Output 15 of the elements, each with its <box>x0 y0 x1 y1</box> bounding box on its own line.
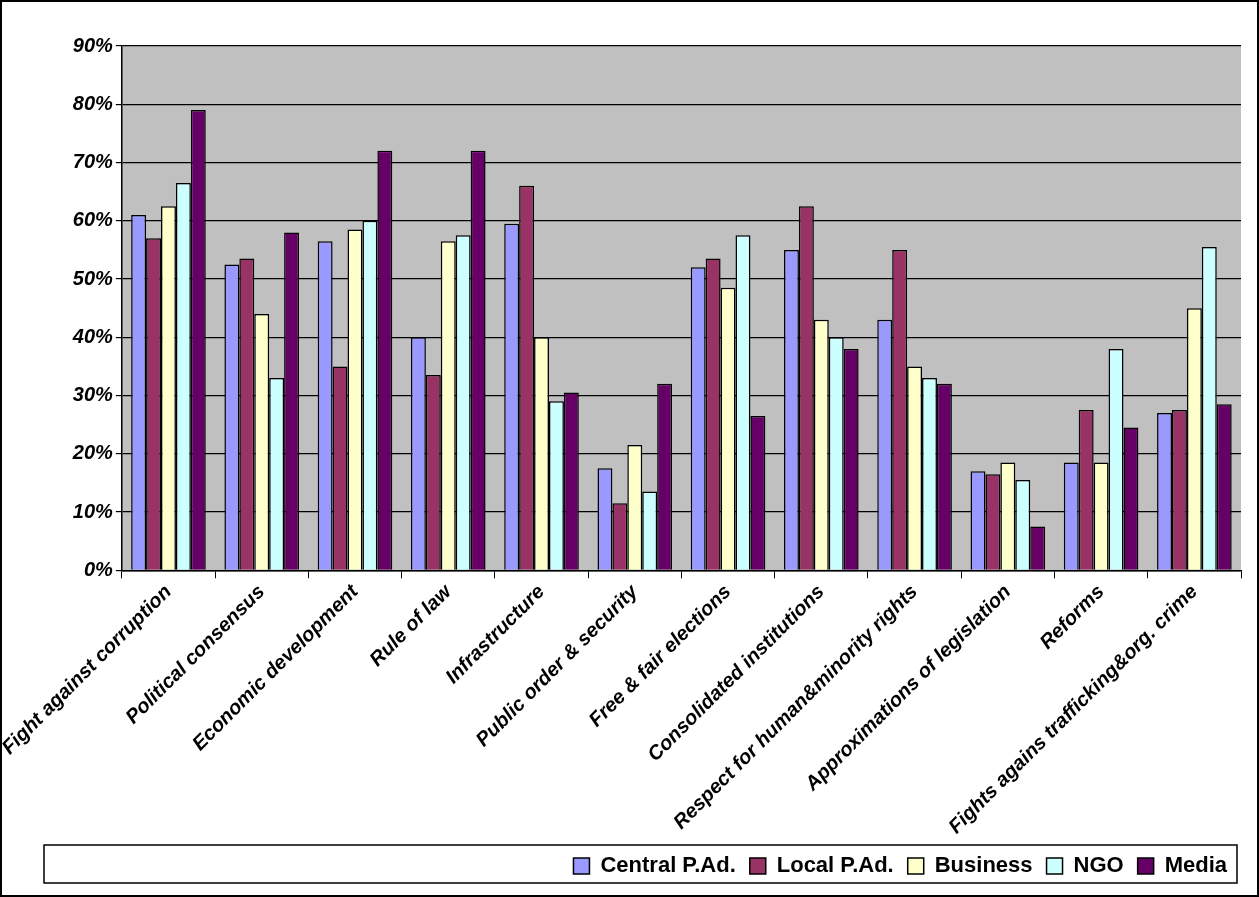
y-tick-label: 30% <box>72 383 114 406</box>
legend-label: NGO <box>1073 852 1124 878</box>
y-tick-label: 40% <box>71 324 114 347</box>
y-tick-label: 60% <box>72 208 114 231</box>
y-tick-label: 0% <box>83 557 114 580</box>
y-tick-label: 90% <box>72 33 114 56</box>
y-tick-label: 10% <box>72 499 114 522</box>
y-tick-label: 50% <box>72 266 114 289</box>
legend-label: Media <box>1164 852 1228 878</box>
legend-label: Local P.Ad. <box>776 852 894 878</box>
y-tick-label: 20% <box>71 441 114 464</box>
y-tick-label: 80% <box>72 91 114 114</box>
legend-label: Business <box>934 852 1033 878</box>
legend-label: Central P.Ad. <box>600 852 736 878</box>
y-tick-label: 70% <box>72 150 114 173</box>
